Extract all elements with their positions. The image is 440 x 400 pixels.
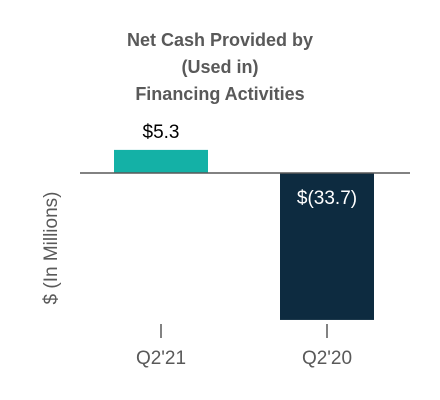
data-label-1: $(33.7) [297,188,357,209]
data-label-0: $5.3 [143,122,180,143]
y-axis-title: $ (In Millions) [41,192,62,305]
x-ticks-group: Q2'21 Q2'20 [136,324,352,369]
chart-title-line-2: (Used in) [181,57,258,77]
data-labels-group: $5.3 $(33.7) [143,122,358,209]
x-tick-label-0: Q2'21 [136,348,186,369]
bar-1 [280,173,374,320]
bar-0 [114,149,208,173]
chart-title-line-1: Net Cash Provided by [127,30,313,50]
x-tick-label-1: Q2'20 [302,348,352,369]
chart-title: Net Cash Provided by (Used in) Financing… [127,30,313,104]
bars-group [114,149,374,320]
chart-title-line-3: Financing Activities [135,84,304,104]
